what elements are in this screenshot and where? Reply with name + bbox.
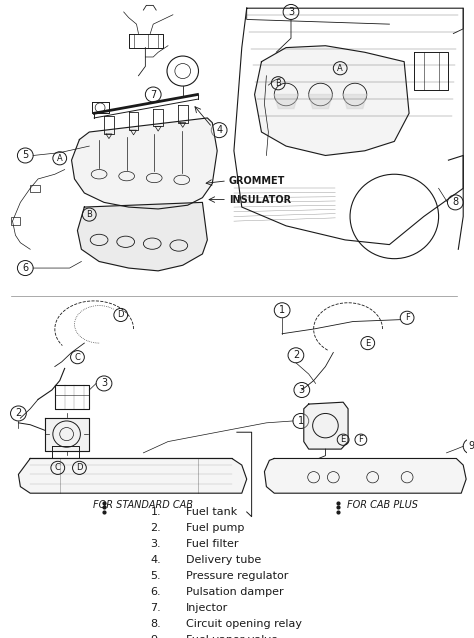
Text: Fuel filter: Fuel filter [186,539,238,549]
Text: 1.: 1. [150,507,161,517]
Text: D: D [118,311,124,320]
Text: 6.: 6. [150,587,161,597]
Text: F: F [405,313,410,322]
Polygon shape [72,118,217,209]
Text: A: A [337,64,343,73]
Text: 6: 6 [22,263,28,273]
Text: 5: 5 [22,151,28,161]
Text: Delivery tube: Delivery tube [186,555,261,565]
Text: E: E [340,435,346,444]
Polygon shape [255,46,409,156]
Text: Injector: Injector [186,603,228,612]
Polygon shape [343,94,367,108]
Text: C: C [55,463,61,472]
Text: GROMMET: GROMMET [229,176,285,186]
Text: 1: 1 [298,416,304,426]
Text: D: D [76,463,82,472]
Text: Fuel tank: Fuel tank [186,507,237,517]
Text: 4.: 4. [150,555,161,565]
Text: 5.: 5. [150,571,161,581]
Text: 7: 7 [150,89,156,100]
Text: 3: 3 [299,385,305,395]
Text: 8.: 8. [150,619,161,628]
Text: 2: 2 [15,408,21,419]
Text: E: E [365,339,370,348]
Bar [10,218,20,225]
Text: 8: 8 [452,197,458,207]
Text: Pressure regulator: Pressure regulator [186,571,288,581]
Text: Pulsation damper: Pulsation damper [186,587,283,597]
Polygon shape [264,459,466,493]
Polygon shape [304,402,348,449]
Text: 4: 4 [216,125,222,135]
Text: B: B [86,210,92,219]
Text: 3: 3 [288,7,294,17]
Text: 9: 9 [468,441,474,451]
Text: 2: 2 [293,350,299,360]
Text: F: F [358,435,363,444]
Polygon shape [45,418,89,451]
Text: 3.: 3. [150,539,161,549]
Text: 9.: 9. [150,635,161,638]
Polygon shape [274,94,298,108]
Text: Fuel vapor valve: Fuel vapor valve [186,635,278,638]
Text: INSULATOR: INSULATOR [229,195,291,205]
Text: FOR CAB PLUS: FOR CAB PLUS [347,500,418,510]
Text: Fuel pump: Fuel pump [186,523,244,533]
Text: B: B [275,78,281,88]
Polygon shape [309,94,332,108]
Text: A: A [57,154,63,163]
Text: 1: 1 [279,305,285,315]
Text: 7.: 7. [150,603,161,612]
Text: 3: 3 [101,378,107,389]
Text: FOR STANDARD CAB: FOR STANDARD CAB [93,500,193,510]
Polygon shape [18,459,246,493]
Polygon shape [77,202,207,271]
Bar [30,184,40,192]
Text: Circuit opening relay: Circuit opening relay [186,619,301,628]
Text: C: C [74,353,81,362]
Text: 2.: 2. [150,523,161,533]
